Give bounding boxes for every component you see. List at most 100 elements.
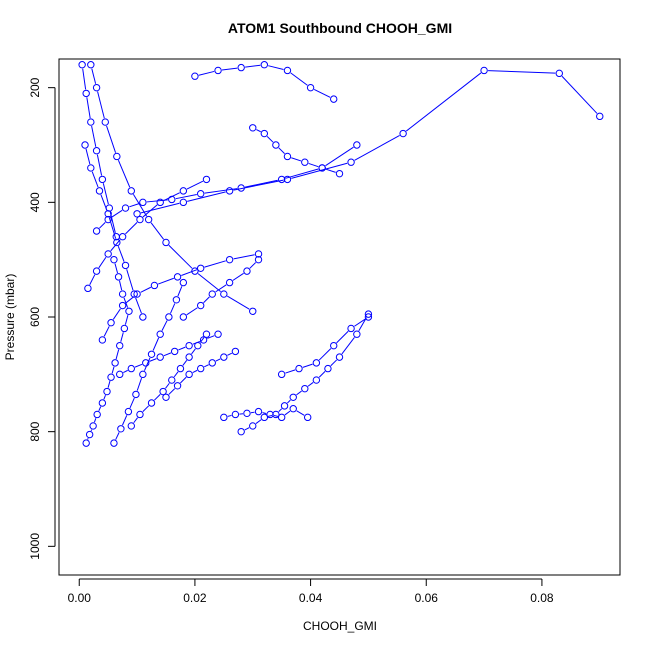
- series-segment: [99, 221, 106, 229]
- data-point: [254, 407, 263, 416]
- data-point: [105, 204, 114, 212]
- data-point: [124, 407, 133, 416]
- series-segment: [325, 146, 354, 167]
- profile-series: [191, 61, 338, 103]
- data-point: [249, 307, 257, 315]
- series-segment: [341, 337, 355, 355]
- data-point: [330, 341, 338, 350]
- profile-series: [87, 61, 257, 315]
- series-segment: [118, 280, 123, 291]
- profile-series: [237, 310, 373, 436]
- series-segment: [268, 414, 273, 417]
- series-segment: [249, 262, 257, 269]
- data-point: [249, 422, 257, 430]
- data-point: [243, 267, 251, 275]
- series-segment: [561, 75, 598, 114]
- series-segment: [268, 65, 284, 70]
- data-point: [266, 410, 274, 419]
- profile-series: [220, 405, 312, 422]
- data-point: [185, 370, 193, 379]
- data-point: [289, 393, 297, 401]
- series-segment: [192, 369, 198, 374]
- data-point: [118, 233, 127, 241]
- data-point: [272, 141, 280, 149]
- series-segment: [82, 68, 87, 90]
- series-segment: [203, 296, 210, 304]
- series-segment: [129, 203, 140, 208]
- data-point: [92, 227, 101, 235]
- series-segment: [125, 296, 135, 304]
- data-point: [202, 175, 211, 184]
- series-segment: [115, 432, 120, 440]
- profile-series: [110, 278, 188, 447]
- series-segment: [354, 135, 400, 161]
- series-segment: [103, 326, 110, 337]
- x-tick-label: 0.04: [299, 591, 323, 605]
- series-segment: [110, 239, 121, 252]
- series-segment: [134, 363, 143, 368]
- data-point: [208, 359, 216, 367]
- series-segment: [122, 415, 128, 426]
- data-point: [179, 278, 188, 287]
- y-axis: 200 400 600 800 1000: [28, 77, 56, 560]
- series-segment: [136, 377, 143, 391]
- series-segment: [168, 388, 176, 395]
- profile-series: [162, 347, 240, 401]
- data-point: [104, 250, 112, 258]
- series-segment: [284, 410, 291, 416]
- series-segment: [204, 260, 226, 268]
- x-tick-label: 0.00: [68, 591, 92, 605]
- series-segment: [125, 221, 138, 235]
- series-segment: [140, 286, 152, 293]
- data-point: [214, 330, 222, 338]
- data-point: [81, 141, 89, 149]
- data-point: [220, 353, 228, 361]
- profile-series: [82, 255, 133, 447]
- series-segment: [117, 159, 131, 188]
- series-segment: [93, 418, 97, 423]
- data-point: [78, 61, 86, 69]
- profile-series: [277, 313, 373, 379]
- profile-series: [133, 66, 604, 218]
- data-point: [127, 422, 135, 430]
- data-point: [165, 313, 173, 321]
- chart-title: ATOM1 Southbound CHOOH_GMI: [228, 20, 452, 36]
- series-segment: [197, 273, 222, 292]
- data-point: [98, 336, 107, 344]
- series-segment: [98, 256, 107, 269]
- data-point: [139, 313, 147, 321]
- data-point: [121, 204, 130, 212]
- series-segment: [215, 358, 221, 362]
- series-segment: [266, 135, 274, 143]
- data-point: [114, 273, 123, 281]
- series-segment: [97, 91, 105, 119]
- series-segment: [114, 263, 119, 274]
- series-segment: [318, 371, 326, 378]
- series-segment: [103, 395, 106, 400]
- profile-series: [127, 330, 211, 430]
- data-point: [92, 147, 101, 155]
- y-tick-label: 800: [28, 421, 42, 441]
- series-segment: [186, 180, 204, 190]
- data-point: [116, 341, 124, 350]
- profile-series: [92, 141, 361, 235]
- data-point: [172, 296, 181, 304]
- series-segment: [262, 412, 267, 414]
- series-segment: [273, 414, 278, 417]
- plot-frame: [58, 58, 621, 576]
- data-point: [162, 393, 170, 401]
- series-segment: [198, 70, 215, 76]
- series-segment: [255, 419, 262, 424]
- series-segment: [358, 317, 367, 331]
- data-point: [113, 238, 121, 247]
- series-segment: [336, 330, 349, 344]
- series-segment: [140, 202, 180, 214]
- series-segment: [129, 397, 135, 409]
- data-point: [555, 69, 563, 78]
- series-segment: [123, 369, 128, 374]
- data-point: [225, 255, 234, 264]
- data-point: [144, 215, 153, 224]
- series-segment: [285, 168, 319, 179]
- data-point: [347, 324, 355, 333]
- data-point: [596, 112, 604, 121]
